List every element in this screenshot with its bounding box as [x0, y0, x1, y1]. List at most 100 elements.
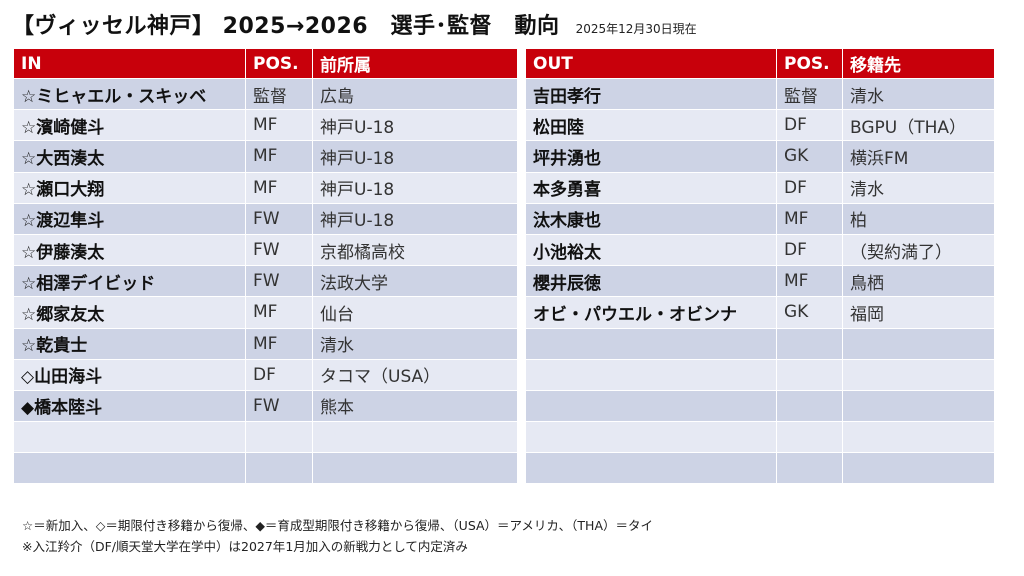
player-name-cell [526, 453, 777, 485]
club-cell: 神戸U-18 [313, 141, 518, 173]
table-row: 本多勇喜 DF 清水 [526, 172, 995, 204]
position-cell [246, 453, 313, 485]
player-name-cell: ☆伊藤湊太 [14, 234, 246, 267]
player-name-cell [526, 328, 777, 360]
player-name-cell: 汰木康也 [526, 203, 777, 235]
player-name-cell: ☆相澤デイビッド [14, 266, 246, 298]
table-row [526, 390, 995, 423]
position-cell: 監督 [246, 79, 313, 111]
club-cell: 清水 [843, 172, 995, 204]
in-table: IN POS. 前所属 ☆ミヒャエル・スキッベ 監督 広島 ☆濱崎健斗 MF 神戸U-18… [14, 49, 518, 485]
player-name-cell: ☆郷家友太 [14, 297, 246, 329]
position-cell: DF [777, 234, 843, 267]
table-row: ☆乾貴士 MF 清水 [14, 328, 518, 360]
table-row: 汰木康也 MF 柏 [526, 203, 995, 235]
position-cell: 監督 [777, 79, 843, 111]
out-table: OUT POS. 移籍先 吉田孝行 監督 清水 松田陸 DF BGPU（THA） 坪井湧也 G… [526, 49, 995, 485]
position-cell: DF [246, 359, 313, 391]
club-cell: 福岡 [843, 297, 995, 329]
club-cell [843, 422, 995, 454]
position-cell: MF [246, 297, 313, 329]
table-row [526, 359, 995, 391]
position-cell [777, 453, 843, 485]
position-cell: FW [246, 266, 313, 298]
club-cell [843, 390, 995, 423]
player-name-cell: 小池裕太 [526, 234, 777, 267]
column-header-destination: 移籍先 [843, 49, 995, 79]
table-row: ◇山田海斗 DF タコマ（USA） [14, 359, 518, 391]
player-name-cell [14, 453, 246, 485]
player-name-cell [14, 422, 246, 454]
position-cell [777, 422, 843, 454]
player-name-cell: 坪井湧也 [526, 141, 777, 173]
player-name-cell [526, 390, 777, 423]
club-cell [313, 453, 518, 485]
player-name-cell: 本多勇喜 [526, 172, 777, 204]
club-cell: 仙台 [313, 297, 518, 329]
player-name-cell: ◆橋本陸斗 [14, 390, 246, 423]
player-name-cell [526, 422, 777, 454]
player-name-cell: ☆乾貴士 [14, 328, 246, 360]
player-name-cell: 松田陸 [526, 110, 777, 142]
page-title: 【ヴィッセル神戸】 2025→2026 選手･監督 動向 [12, 14, 560, 39]
position-cell: FW [246, 203, 313, 235]
position-cell: MF [246, 328, 313, 360]
position-cell [246, 422, 313, 454]
player-name-cell: ☆大西湊太 [14, 141, 246, 173]
table-row: ☆大西湊太 MF 神戸U-18 [14, 141, 518, 173]
position-cell: MF [246, 172, 313, 204]
footnotes: ☆＝新加入、◇＝期限付き移籍から復帰、◆＝育成型期限付き移籍から復帰、（USA）… [22, 515, 653, 557]
table-row: ☆ミヒャエル・スキッベ 監督 広島 [14, 79, 518, 111]
table-row: ☆郷家友太 MF 仙台 [14, 297, 518, 329]
position-cell: MF [777, 266, 843, 298]
table-row: 松田陸 DF BGPU（THA） [526, 110, 995, 142]
in-table-header-row: IN POS. 前所属 [14, 49, 518, 79]
table-row: ☆相澤デイビッド FW 法政大学 [14, 266, 518, 298]
table-row: 櫻井辰徳 MF 鳥栖 [526, 266, 995, 298]
club-cell: 横浜FM [843, 141, 995, 173]
legend-note: ☆＝新加入、◇＝期限付き移籍から復帰、◆＝育成型期限付き移籍から復帰、（USA）… [22, 518, 654, 533]
player-name-cell: ☆濱崎健斗 [14, 110, 246, 142]
signing-note: ※入江羚介（DF/順天堂大学在学中）は2027年1月加入の新戦力として内定済み [22, 539, 468, 554]
club-cell: 柏 [843, 203, 995, 235]
position-cell [777, 328, 843, 360]
table-row: オビ・パウエル・オビンナ GK 福岡 [526, 297, 995, 329]
table-row: ☆瀬口大翔 MF 神戸U-18 [14, 172, 518, 204]
club-cell: 清水 [313, 328, 518, 360]
player-name-cell: 吉田孝行 [526, 79, 777, 111]
club-cell: 神戸U-18 [313, 203, 518, 235]
table-row [14, 422, 518, 454]
position-cell [777, 390, 843, 423]
club-cell: 熊本 [313, 390, 518, 423]
position-cell: GK [777, 297, 843, 329]
player-name-cell: 櫻井辰徳 [526, 266, 777, 298]
table-row: ☆濱崎健斗 MF 神戸U-18 [14, 110, 518, 142]
position-cell [777, 359, 843, 391]
player-name-cell: ◇山田海斗 [14, 359, 246, 391]
table-row: 小池裕太 DF （契約満了） [526, 234, 995, 267]
club-cell: BGPU（THA） [843, 110, 995, 142]
out-table-header-row: OUT POS. 移籍先 [526, 49, 995, 79]
table-row [14, 453, 518, 485]
table-row: ◆橋本陸斗 FW 熊本 [14, 390, 518, 423]
table-row [526, 453, 995, 485]
position-cell: DF [777, 172, 843, 204]
table-row: ☆伊藤湊太 FW 京都橘高校 [14, 234, 518, 267]
player-name-cell: ☆渡辺隼斗 [14, 203, 246, 235]
club-cell [313, 422, 518, 454]
club-cell: 清水 [843, 79, 995, 111]
player-name-cell [526, 359, 777, 391]
column-header-pos: POS. [246, 49, 313, 79]
table-row [526, 328, 995, 360]
table-row: 坪井湧也 GK 横浜FM [526, 141, 995, 173]
club-cell: タコマ（USA） [313, 359, 518, 391]
club-cell [843, 359, 995, 391]
column-header-out: OUT [526, 49, 777, 79]
club-cell: 広島 [313, 79, 518, 111]
club-cell: 法政大学 [313, 266, 518, 298]
club-cell: 鳥栖 [843, 266, 995, 298]
position-cell: DF [777, 110, 843, 142]
date-label: 2025年12月30日現在 [575, 22, 697, 36]
position-cell: MF [246, 141, 313, 173]
club-cell [843, 328, 995, 360]
